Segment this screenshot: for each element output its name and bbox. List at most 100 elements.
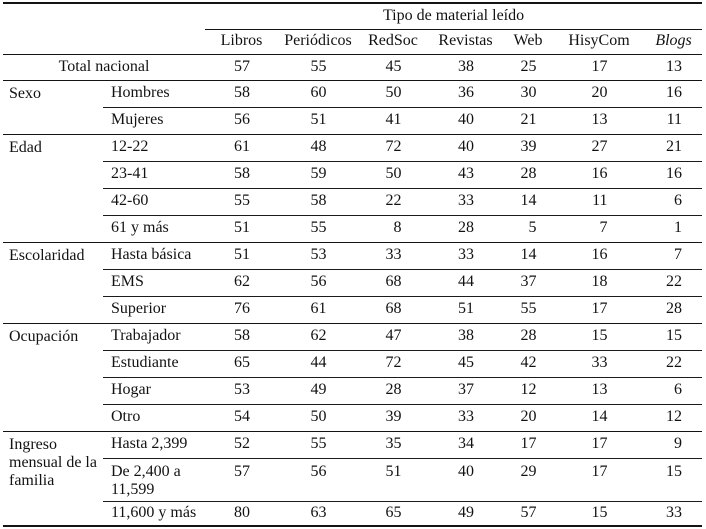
row-label: 11,600 y más (111, 504, 197, 522)
data-cell: 40 (428, 458, 503, 502)
row-label: Hasta 2,399 (103, 431, 205, 459)
row-label: Hogar (103, 377, 205, 405)
data-cell: 45 (428, 350, 503, 378)
data-cell: 13 (553, 107, 645, 135)
data-cell: 15 (645, 323, 703, 351)
data-cell: 60 (278, 80, 358, 108)
row-label: 12-22 (103, 134, 205, 162)
data-cell: 11 (553, 188, 645, 216)
column-header-redsoc: RedSoc (358, 29, 428, 55)
row-label: 42-60 (103, 188, 205, 216)
data-cell: 22 (358, 188, 428, 216)
data-cell: 30 (503, 80, 553, 108)
data-cell: 51 (205, 242, 278, 270)
group-label-edad: Edad (3, 134, 103, 243)
column-header-libros: Libros (205, 29, 278, 55)
data-cell: 20 (553, 80, 645, 108)
data-cell: 53 (278, 242, 358, 270)
data-cell: 57 (520, 504, 537, 522)
data-cell: 33 (428, 188, 503, 216)
row-label: 61 y más (103, 215, 205, 243)
row-label: Estudiante (103, 350, 205, 378)
data-cell: 53 (205, 377, 278, 405)
data-cell: 56 (205, 107, 278, 135)
data-cell: 34 (428, 431, 503, 459)
row-label: Trabajador (103, 323, 205, 351)
data-cell: 8 (358, 215, 428, 243)
data-cell: 68 (358, 296, 428, 324)
data-cell: 36 (428, 80, 503, 108)
header-spacer (3, 29, 205, 55)
data-cell: 33 (428, 242, 503, 270)
data-cell: 58 (205, 323, 278, 351)
data-cell: 25 (503, 54, 553, 81)
data-cell: 44 (428, 269, 503, 297)
table-row: Edad 12-22 61 48 72 40 39 27 21 (3, 134, 703, 243)
group-label-ingreso: Ingreso mensual de la familia (9, 435, 97, 490)
data-cell: 33 (358, 242, 428, 270)
data-cell: 43 (428, 161, 503, 189)
data-cell: 72 (358, 134, 428, 162)
data-cell: 39 (503, 134, 553, 162)
data-cell: 55 (205, 188, 278, 216)
data-cell: 55 (278, 54, 358, 81)
data-cell: 55 (503, 296, 553, 324)
table-row: Estudiante 65 44 72 45 42 33 22 (3, 350, 703, 378)
data-cell: 28 (503, 161, 553, 189)
data-cell: 1 (645, 215, 703, 243)
data-cell: 41 (358, 107, 428, 135)
data-cell: 21 (503, 107, 553, 135)
data-cell: 44 (278, 350, 358, 378)
data-cell: 29 (503, 458, 553, 502)
row-label: 23-41 (103, 161, 205, 189)
row-label: De 2,400 a 11,599 (103, 458, 205, 502)
data-cell: 21 (645, 134, 703, 162)
data-cell: 68 (358, 269, 428, 297)
data-cell: 37 (503, 269, 553, 297)
data-cell: 61 (278, 296, 358, 324)
data-cell: 13 (553, 377, 645, 405)
column-header-hisycom: HisyCom (553, 29, 645, 55)
reading-material-table: Tipo de material leído Libros Periódicos… (3, 2, 703, 527)
data-cell: 51 (358, 458, 428, 502)
data-cell: 33 (553, 350, 645, 378)
table-row: EMS 62 56 68 44 37 18 22 (3, 269, 703, 297)
data-cell: 17 (503, 431, 553, 459)
data-cell: 27 (553, 134, 645, 162)
data-cell: 76 (205, 296, 278, 324)
table-row: Superior 76 61 68 51 55 17 28 (3, 296, 703, 324)
data-cell: 48 (278, 134, 358, 162)
data-cell: 16 (645, 80, 703, 108)
table-row: Ingreso mensual de la familia Hasta 2,39… (3, 431, 703, 489)
data-cell: 18 (553, 269, 645, 297)
table-row: Otro 54 50 39 33 20 14 12 (3, 404, 703, 432)
data-cell: 62 (278, 323, 358, 351)
data-cell: 72 (358, 350, 428, 378)
data-cell: 14 (503, 242, 553, 270)
data-cell: 28 (358, 377, 428, 405)
data-cell: 11 (645, 107, 703, 135)
data-cell: 55 (278, 431, 358, 459)
data-cell: 40 (428, 107, 503, 135)
data-cell: 35 (358, 431, 428, 459)
data-cell: 14 (553, 404, 645, 432)
data-cell: 55 (278, 215, 358, 243)
data-cell: 28 (503, 323, 553, 351)
column-header-revistas: Revistas (428, 29, 503, 55)
data-cell: 57 (205, 458, 278, 502)
data-cell: 65 (205, 350, 278, 378)
group-label-sexo: Sexo (3, 80, 103, 135)
data-cell: 50 (358, 80, 428, 108)
span-header: Tipo de material leído (205, 3, 703, 30)
data-cell: 16 (553, 242, 645, 270)
data-cell: 59 (278, 161, 358, 189)
group-label-escolaridad: Escolaridad (3, 242, 103, 324)
data-cell: 7 (645, 242, 703, 270)
table-row: Sexo Hombres 58 60 50 36 30 20 16 (3, 80, 703, 135)
data-cell: 17 (553, 431, 645, 459)
data-cell: 58 (278, 188, 358, 216)
table-row: Hogar 53 49 28 37 12 13 6 (3, 377, 703, 405)
data-cell: 6 (645, 188, 703, 216)
table-row: 11,600 y más 80 63 65 49 57 15 33 (3, 501, 702, 526)
data-cell: 16 (645, 161, 703, 189)
